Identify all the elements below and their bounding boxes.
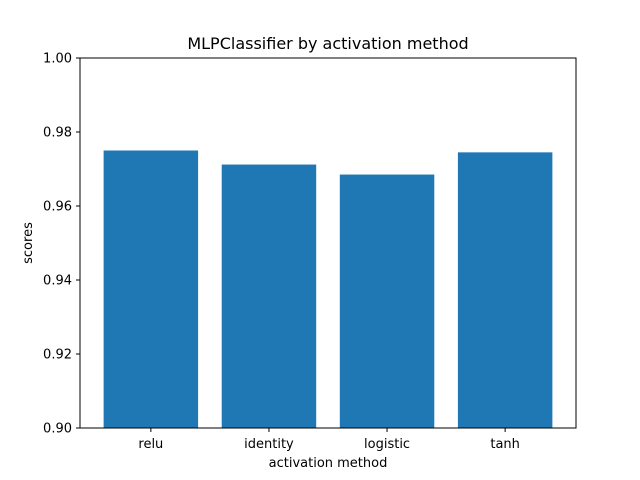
bar-relu	[103, 150, 199, 428]
y-tick-label: 0.94	[43, 274, 72, 289]
x-axis-title: activation method	[269, 456, 388, 471]
plot-frame	[79, 57, 577, 429]
bar-tanh	[457, 152, 553, 428]
bar-identity	[221, 164, 317, 428]
y-axis-ticks: 0.90 0.92 0.94 0.96 0.98 1.00	[43, 52, 80, 437]
x-tick-label-relu: relu	[138, 437, 163, 452]
chart-title: MLPClassifier by activation method	[187, 34, 468, 53]
x-tick-label-identity: identity	[244, 437, 294, 452]
bar-logistic	[339, 174, 435, 428]
y-axis-title: scores	[21, 222, 36, 264]
x-tick-label-tanh: tanh	[490, 437, 520, 452]
bars-group	[103, 150, 553, 428]
y-tick-label: 0.90	[43, 422, 72, 437]
y-tick-label: 1.00	[43, 52, 72, 67]
x-tick-label-logistic: logistic	[364, 437, 410, 452]
y-tick-label: 0.96	[43, 200, 72, 215]
y-tick-label: 0.98	[43, 126, 72, 141]
x-axis-ticks: relu identity logistic tanh	[138, 428, 520, 452]
y-tick-label: 0.92	[43, 348, 72, 363]
